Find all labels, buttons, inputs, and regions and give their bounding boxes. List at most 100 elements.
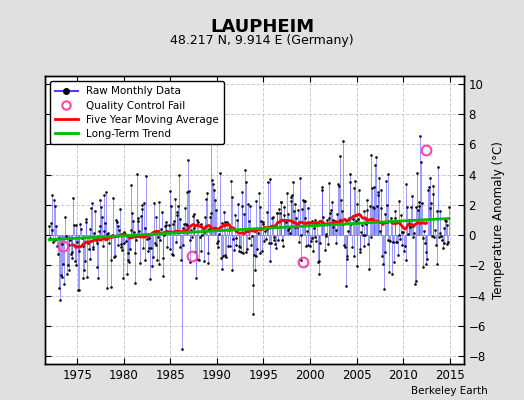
Point <box>337 208 346 214</box>
Point <box>416 202 424 209</box>
Point <box>171 239 180 245</box>
Point <box>179 242 187 248</box>
Point <box>145 234 153 241</box>
Point <box>130 280 139 286</box>
Point <box>193 216 202 223</box>
Point <box>229 236 237 242</box>
Point <box>400 242 409 249</box>
Point <box>164 229 172 235</box>
Point <box>432 242 440 249</box>
Point <box>269 237 278 243</box>
Point <box>172 208 181 215</box>
Point <box>93 264 102 271</box>
Point <box>108 232 116 239</box>
Point <box>313 222 321 228</box>
Point <box>230 247 238 253</box>
Point <box>418 235 427 242</box>
Point <box>426 174 434 181</box>
Point <box>258 221 267 228</box>
Point <box>47 192 56 198</box>
Text: Berkeley Earth: Berkeley Earth <box>411 386 487 396</box>
Point <box>329 224 337 230</box>
Point <box>363 207 371 213</box>
Point <box>422 248 431 255</box>
Point <box>163 244 171 250</box>
Point <box>420 228 428 234</box>
Point <box>270 234 279 240</box>
Point <box>297 257 305 264</box>
Point <box>324 241 332 248</box>
Point <box>300 198 309 204</box>
Point <box>71 257 79 264</box>
Point <box>68 255 77 262</box>
Point <box>267 240 276 246</box>
Point <box>245 218 254 224</box>
Point <box>247 242 255 248</box>
Point <box>357 229 365 235</box>
Point <box>391 208 400 214</box>
Point <box>95 197 104 203</box>
Point <box>83 274 91 280</box>
Point <box>137 212 145 219</box>
Point <box>104 230 112 236</box>
Point <box>308 235 316 242</box>
Point <box>88 200 96 207</box>
Point <box>339 220 347 227</box>
Point <box>86 226 94 232</box>
Point <box>144 248 152 254</box>
Point <box>259 219 268 225</box>
Point <box>102 189 110 195</box>
Point <box>403 204 411 210</box>
Point <box>395 198 403 205</box>
Point <box>437 233 445 239</box>
Point <box>116 241 125 248</box>
Point <box>287 194 296 200</box>
Point <box>347 220 355 227</box>
Point <box>137 206 146 212</box>
Point <box>439 245 447 252</box>
Point <box>205 226 213 232</box>
Point <box>176 216 184 222</box>
Point <box>269 214 277 220</box>
Point <box>103 285 111 291</box>
Point <box>330 219 339 226</box>
Point <box>47 220 55 226</box>
Point <box>176 244 184 250</box>
Point <box>346 179 355 185</box>
Point <box>298 206 307 212</box>
Point <box>58 241 67 248</box>
Y-axis label: Temperature Anomaly (°C): Temperature Anomaly (°C) <box>492 141 505 299</box>
Point <box>210 197 219 203</box>
Point <box>168 220 177 227</box>
Point <box>365 266 373 272</box>
Point <box>362 221 370 227</box>
Point <box>375 174 384 181</box>
Point <box>143 236 151 243</box>
Point <box>242 179 250 185</box>
Point <box>242 248 250 255</box>
Point <box>122 238 130 244</box>
Point <box>355 187 363 194</box>
Point <box>263 208 271 215</box>
Point <box>238 203 247 209</box>
Point <box>221 252 230 258</box>
Point <box>333 210 342 217</box>
Point <box>334 182 343 189</box>
Point <box>110 254 118 260</box>
Point <box>316 220 325 227</box>
Point <box>337 197 345 204</box>
Point <box>410 230 418 236</box>
Point <box>201 214 210 221</box>
Point <box>156 236 165 243</box>
Point <box>75 248 84 254</box>
Point <box>79 275 88 282</box>
Point <box>374 192 383 198</box>
Point <box>429 183 437 189</box>
Point <box>255 250 264 256</box>
Point <box>292 215 300 222</box>
Point <box>384 171 392 178</box>
Point <box>65 267 73 274</box>
Point <box>414 207 422 213</box>
Point <box>408 222 417 229</box>
Point <box>60 281 68 287</box>
